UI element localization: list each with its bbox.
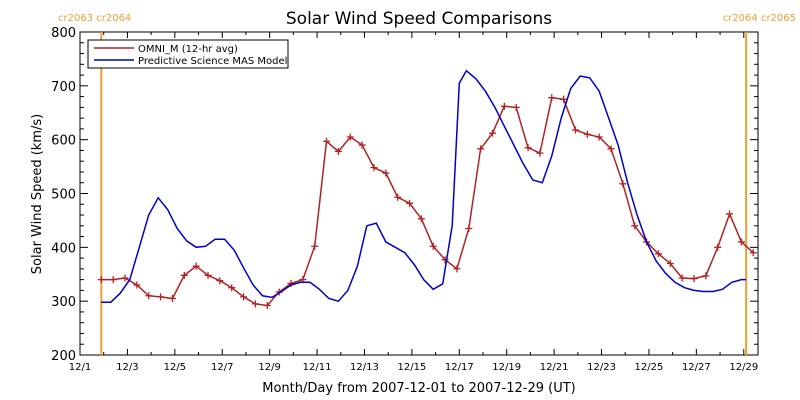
data-point-marker — [311, 242, 319, 250]
x-tick-label: 12/17 — [445, 362, 474, 373]
x-tick-label: 12/27 — [682, 362, 711, 373]
data-point-marker — [157, 293, 165, 301]
chart-title: Solar Wind Speed Comparisons — [286, 9, 552, 29]
data-point-marker — [690, 275, 698, 283]
axis-ticks: 12/1 12/3 12/5 12/7 12/9 12/11 12/13 12/15 12/17… — [51, 26, 758, 373]
data-point-marker — [465, 224, 473, 232]
data-point-marker — [631, 222, 639, 230]
x-tick-label: 12/21 — [540, 362, 569, 373]
data-point-marker — [133, 281, 141, 289]
data-point-marker — [714, 243, 722, 251]
data-point-marker — [370, 164, 378, 172]
legend-box — [87, 39, 289, 69]
data-point-marker — [666, 259, 674, 267]
data-point-marker — [583, 130, 591, 138]
data-point-marker — [97, 276, 105, 284]
data-point-marker — [346, 133, 354, 141]
data-point-marker — [737, 238, 745, 246]
data-point-marker — [406, 199, 414, 207]
x-tick-label: 12/11 — [303, 362, 332, 373]
y-tick-label: 700 — [51, 80, 76, 95]
x-tick-label: 12/9 — [258, 362, 280, 373]
data-point-marker — [477, 145, 485, 153]
x-tick-label: 12/13 — [350, 362, 379, 373]
y-tick-label: 800 — [51, 26, 76, 41]
x-tick-label: 12/23 — [587, 362, 616, 373]
data-point-marker — [500, 102, 508, 110]
data-point-marker — [358, 141, 366, 149]
data-point-marker — [453, 265, 461, 273]
data-point-marker — [512, 103, 520, 111]
y-tick-label: 300 — [51, 295, 76, 310]
series-line-0 — [101, 96, 754, 307]
data-point-marker — [702, 272, 710, 280]
data-point-marker — [571, 126, 579, 134]
data-point-marker — [726, 210, 734, 218]
data-point-marker — [749, 249, 757, 257]
data-point-marker — [382, 169, 390, 177]
data-point-marker — [216, 277, 224, 285]
data-point-marker — [417, 215, 425, 223]
data-point-marker — [488, 129, 496, 137]
series-line-1 — [101, 69, 747, 303]
data-point-marker — [251, 300, 259, 308]
data-point-marker — [263, 301, 271, 309]
data-point-marker — [429, 242, 437, 250]
x-tick-label: 12/5 — [164, 362, 186, 373]
x-tick-label: 12/15 — [397, 362, 426, 373]
data-point-marker — [192, 262, 200, 270]
x-tick-label: 12/19 — [492, 362, 521, 373]
data-point-marker — [536, 149, 544, 157]
legend-label-omni: OMNI_M (12-hr avg) — [138, 44, 238, 55]
y-tick-label: 200 — [51, 349, 76, 364]
y-tick-label: 500 — [51, 188, 76, 203]
data-point-marker — [121, 274, 129, 282]
series-layer — [97, 69, 757, 309]
data-point-marker — [204, 271, 212, 279]
data-point-marker — [323, 137, 331, 145]
data-point-marker — [548, 94, 556, 102]
y-axis-label: Solar Wind Speed (km/s) — [30, 114, 45, 274]
plot-frame — [79, 31, 759, 356]
data-point-marker — [394, 193, 402, 201]
data-point-marker — [109, 276, 117, 284]
x-tick-label: 12/7 — [211, 362, 233, 373]
data-point-marker — [168, 294, 176, 302]
x-tick-label: 12/3 — [116, 362, 138, 373]
data-point-marker — [334, 148, 342, 156]
x-axis-label: Month/Day from 2007-12-01 to 2007-12-29 … — [262, 381, 575, 396]
x-tick-label: 12/1 — [69, 362, 91, 373]
data-point-marker — [560, 95, 568, 103]
data-point-marker — [595, 133, 603, 141]
y-tick-label: 400 — [51, 241, 76, 256]
data-point-marker — [145, 292, 153, 300]
x-tick-label: 12/25 — [635, 362, 664, 373]
data-point-marker — [619, 180, 627, 188]
y-tick-label: 600 — [51, 134, 76, 149]
legend: OMNI_M (12-hr avg) Predictive Science MA… — [87, 39, 289, 69]
data-point-marker — [240, 293, 248, 301]
data-point-marker — [678, 274, 686, 282]
data-point-marker — [524, 144, 532, 152]
data-point-marker — [228, 284, 236, 292]
data-point-marker — [607, 145, 615, 153]
data-point-marker — [180, 271, 188, 279]
carrington-marker-label: cr2064 cr2065 — [723, 13, 796, 24]
legend-label-mas: Predictive Science MAS Model — [138, 56, 287, 67]
x-tick-label: 12/29 — [729, 362, 758, 373]
carrington-markers: cr2063 cr2064 cr2064 cr2065 — [58, 13, 796, 355]
carrington-marker-label: cr2063 cr2064 — [58, 13, 131, 24]
data-point-marker — [654, 250, 662, 258]
